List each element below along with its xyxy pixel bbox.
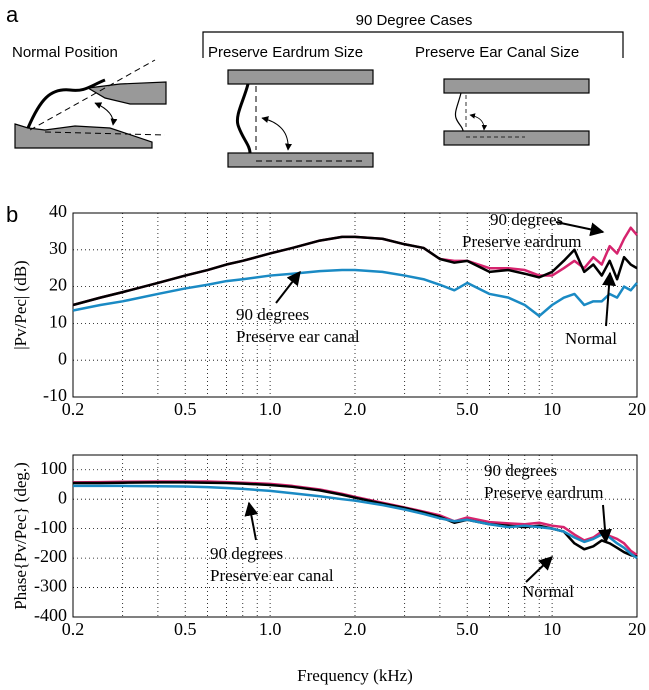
- annotation-arrow: [555, 221, 605, 237]
- x-tick-label: 2.0: [344, 619, 367, 639]
- x-tick-label: 1.0: [259, 619, 282, 639]
- annotation: 90 degrees: [236, 305, 309, 324]
- annotation: Preserve ear canal: [210, 566, 334, 585]
- diagram-label: Preserve Ear Canal Size: [415, 44, 579, 61]
- bracket: [202, 31, 624, 58]
- canal-diagram: [443, 78, 590, 146]
- diagram-label: Preserve Eardrum Size: [208, 44, 363, 61]
- annotation: Normal: [565, 329, 617, 348]
- y-tick-label: -400: [34, 605, 67, 625]
- y-tick-label: 100: [40, 458, 67, 478]
- y-tick-label: -10: [43, 385, 67, 405]
- annotation-arrow: [244, 501, 259, 541]
- x-axis-label: Frequency (kHz): [297, 666, 413, 685]
- y-tick-label: -200: [34, 546, 67, 566]
- annotation: Normal: [522, 582, 574, 601]
- annotation: Preserve eardrum: [484, 483, 603, 502]
- x-tick-label: 0.5: [174, 619, 197, 639]
- x-tick-label: 0.2: [62, 619, 85, 639]
- y-tick-label: 30: [49, 238, 67, 258]
- x-tick-label: 10: [543, 619, 561, 639]
- panel-label: a: [6, 2, 19, 27]
- x-tick-label: 0.5: [174, 399, 197, 419]
- y-tick-label: -100: [34, 517, 67, 537]
- x-tick-label: 5.0: [456, 619, 479, 639]
- y-tick-label: 0: [58, 487, 67, 507]
- series-line: [72, 268, 638, 318]
- x-tick-label: 20: [628, 399, 646, 419]
- y-tick-label: -300: [34, 576, 67, 596]
- series-line: [73, 484, 638, 560]
- x-tick-label: 10: [543, 399, 561, 419]
- annotation-arrow: [525, 556, 554, 583]
- y-axis-label: Phase{Pv/Pec} (deg.): [11, 462, 30, 610]
- annotation: 90 degrees: [210, 544, 283, 563]
- diagram-title: 90 Degree Cases: [356, 12, 473, 29]
- diagram-label: Normal Position: [12, 44, 118, 61]
- y-tick-label: 40: [49, 201, 67, 221]
- panel-label: b: [6, 202, 18, 227]
- annotation: Preserve eardrum: [462, 232, 581, 251]
- y-tick-label: 0: [58, 348, 67, 368]
- x-tick-label: 5.0: [456, 399, 479, 419]
- x-tick-label: 20: [628, 619, 646, 639]
- y-tick-label: 20: [49, 275, 67, 295]
- annotation: Preserve ear canal: [236, 327, 360, 346]
- annotation-arrow: [275, 270, 301, 304]
- series-line: [72, 235, 638, 307]
- annotation: 90 degrees: [490, 210, 563, 229]
- y-tick-label: 10: [49, 312, 67, 332]
- y-axis-label: |Pv/Pec| (dB): [11, 260, 30, 349]
- annotation: 90 degrees: [484, 461, 557, 480]
- eardrum-diagram: [227, 69, 374, 168]
- annotation-arrow: [602, 271, 617, 327]
- plot-frame: [72, 454, 638, 618]
- annotation-arrow: [598, 504, 612, 544]
- x-tick-label: 2.0: [344, 399, 367, 419]
- x-tick-label: 0.2: [62, 399, 85, 419]
- x-tick-label: 1.0: [259, 399, 282, 419]
- normal-diagram: [14, 59, 167, 149]
